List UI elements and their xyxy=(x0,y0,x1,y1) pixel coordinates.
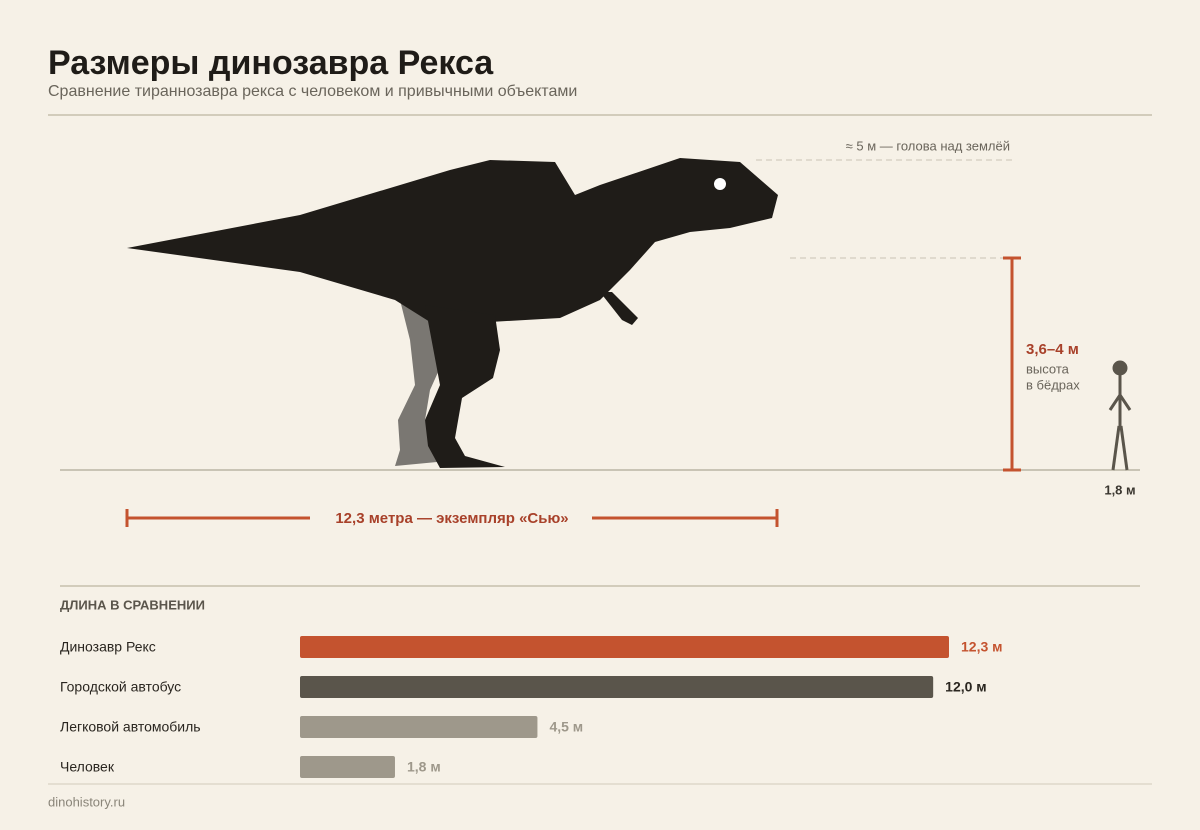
hip-marker xyxy=(1003,256,1021,472)
value-label: 12,0 м xyxy=(945,679,987,695)
dino-body xyxy=(127,158,778,322)
bar xyxy=(300,756,395,778)
bar xyxy=(300,676,934,698)
value-label: 12,3 м xyxy=(961,639,1003,655)
dino-arm xyxy=(600,292,638,325)
length-note: 12,3 метра — экземпляр «Сью» xyxy=(335,510,568,527)
human-height: 1,8 м xyxy=(1104,482,1135,497)
human-figure xyxy=(1108,360,1132,471)
bar xyxy=(300,636,949,658)
category-label: Городской автобус xyxy=(60,679,181,695)
bar xyxy=(300,716,538,738)
subtitle: Сравнение тираннозавра рекса с человеком… xyxy=(48,83,577,100)
source: dinohistory.ru xyxy=(48,794,125,809)
head-note: ≈ 5 м — голова над землёй xyxy=(846,138,1010,153)
category-label: Динозавр Рекс xyxy=(60,639,156,655)
bar-chart: Динозавр Рекс 12,3 м Городской автобус 12,0… xyxy=(60,636,1003,778)
title: Размеры динозавра Рекса xyxy=(48,44,494,82)
chart-title: ДЛИНА В СРАВНЕНИИ xyxy=(60,597,205,612)
length-marker xyxy=(125,509,779,527)
category-label: Человек xyxy=(60,759,115,775)
category-label: Легковой автомобиль xyxy=(60,719,201,735)
hip-height: 3,6–4 м xyxy=(1026,341,1079,358)
near-leg xyxy=(425,305,505,468)
value-label: 1,8 м xyxy=(407,759,441,775)
hip-caption: высота xyxy=(1026,361,1070,376)
eye xyxy=(714,178,726,190)
value-label: 4,5 м xyxy=(549,719,583,735)
hip-caption: в бёдрах xyxy=(1026,377,1080,392)
